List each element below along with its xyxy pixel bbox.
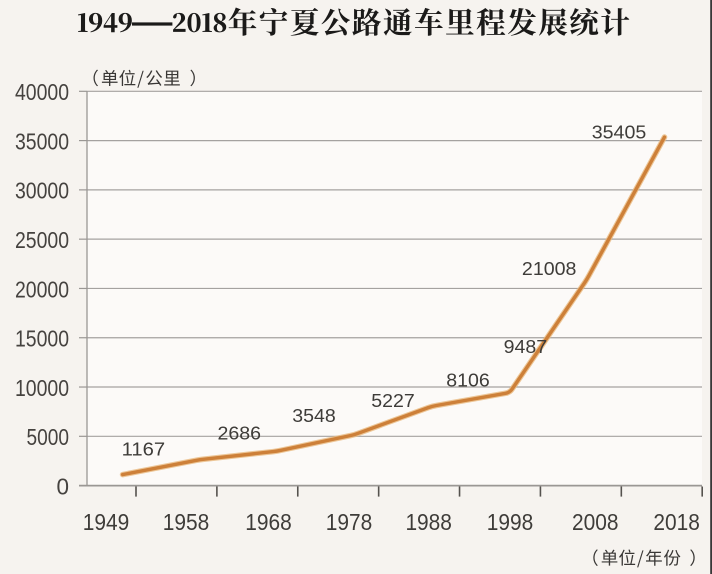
- svg-text:35405: 35405: [592, 121, 647, 142]
- svg-text:21008: 21008: [522, 258, 577, 279]
- svg-text:5000: 5000: [27, 424, 70, 450]
- svg-text:35000: 35000: [15, 128, 69, 154]
- svg-text:0: 0: [57, 473, 70, 499]
- svg-text:1998: 1998: [487, 509, 534, 535]
- svg-text:1958: 1958: [163, 509, 210, 535]
- svg-text:1978: 1978: [326, 509, 373, 535]
- svg-text:1167: 1167: [122, 439, 166, 460]
- svg-text:30000: 30000: [15, 178, 69, 204]
- svg-text:1988: 1988: [405, 509, 452, 535]
- svg-text:25000: 25000: [15, 227, 69, 253]
- svg-text:2008: 2008: [572, 509, 619, 535]
- svg-text:8106: 8106: [446, 369, 490, 390]
- svg-text:2018: 2018: [653, 509, 700, 535]
- svg-text:5227: 5227: [371, 390, 415, 411]
- svg-text:10000: 10000: [15, 375, 69, 401]
- svg-text:9487: 9487: [504, 336, 548, 357]
- svg-text:20000: 20000: [15, 276, 69, 302]
- svg-text:1968: 1968: [245, 509, 292, 535]
- svg-text:40000: 40000: [15, 79, 69, 105]
- svg-text:3548: 3548: [292, 405, 336, 426]
- svg-text:1949: 1949: [83, 509, 130, 535]
- svg-text:2686: 2686: [218, 422, 262, 443]
- svg-text:15000: 15000: [15, 326, 69, 352]
